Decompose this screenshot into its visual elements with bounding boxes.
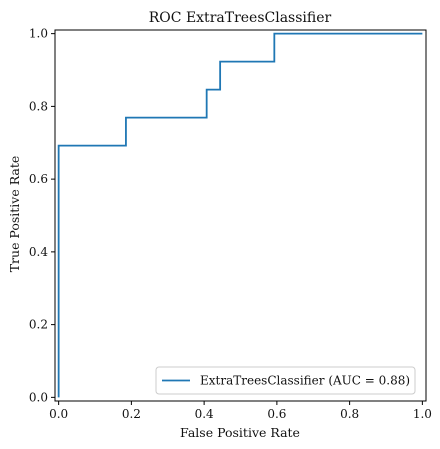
x-tick-label: 0.0 — [49, 407, 68, 421]
x-tick-label: 0.6 — [267, 407, 286, 421]
x-tick-label: 1.0 — [413, 407, 432, 421]
x-tick-label: 0.8 — [340, 407, 359, 421]
legend-entry-label: ExtraTreesClassifier (AUC = 0.88) — [200, 374, 410, 388]
roc-curve-line — [57, 32, 423, 398]
plot-area — [54, 29, 427, 402]
legend: ExtraTreesClassifier (AUC = 0.88) — [155, 366, 416, 395]
x-axis-label: False Positive Rate — [180, 425, 300, 440]
y-tick-label: 0.8 — [29, 99, 48, 113]
y-axis-label: True Positive Rate — [7, 156, 22, 273]
plot-frame — [54, 29, 427, 402]
y-tick-label: 0.2 — [29, 318, 48, 332]
x-tick-label: 0.2 — [122, 407, 141, 421]
y-tick-label: 0.4 — [29, 245, 48, 259]
x-axis-ticks: 0.0 0.2 0.4 0.6 0.8 1.0 — [49, 401, 432, 421]
chart-title: ROC ExtraTreesClassifier — [149, 10, 332, 26]
series-layer — [57, 32, 423, 398]
y-tick-label: 1.0 — [29, 27, 48, 41]
y-tick-label: 0.0 — [29, 390, 48, 404]
y-tick-label: 0.6 — [29, 172, 48, 186]
x-tick-label: 0.4 — [195, 407, 214, 421]
legend-box — [155, 366, 416, 395]
y-axis-ticks: 0.0 0.2 0.4 0.6 0.8 1.0 — [29, 27, 55, 404]
